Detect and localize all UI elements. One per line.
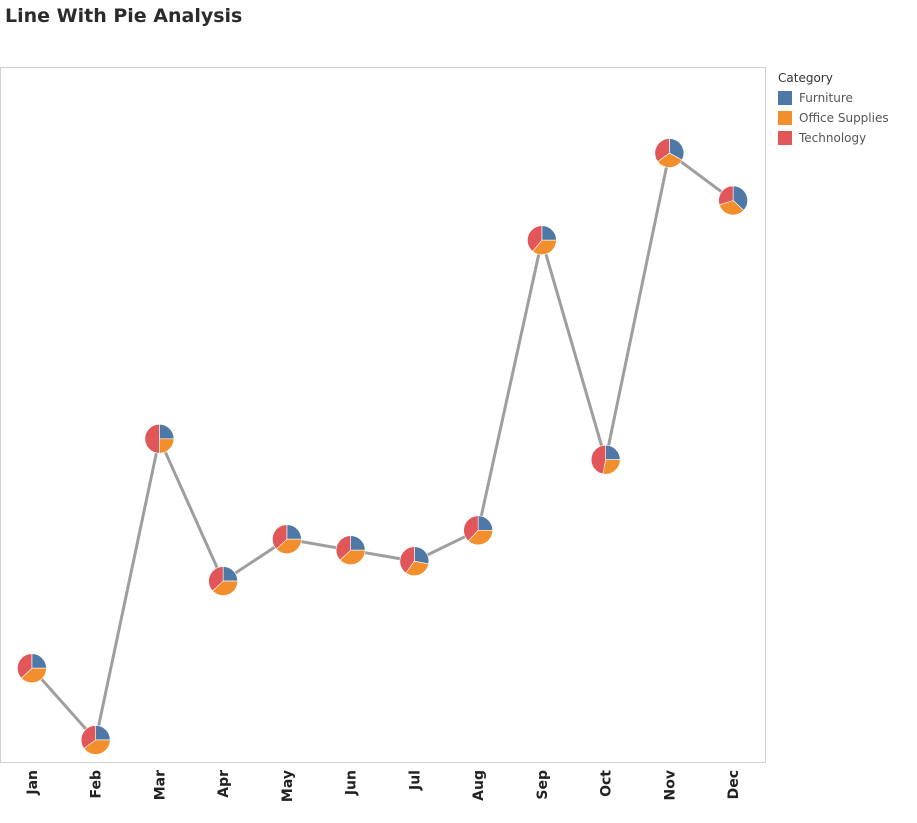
legend-label-technology: Technology	[799, 131, 867, 145]
pie-slice-jun-office-supplies	[339, 549, 366, 565]
pie-slice-jun-technology	[335, 535, 351, 561]
line-segment-aug-sep	[476, 238, 544, 532]
pie-marker-nov[interactable]	[654, 138, 685, 168]
pie-marker-jul[interactable]	[399, 546, 430, 577]
pie-slice-mar-technology	[144, 423, 160, 454]
pie-slice-nov-office-supplies	[657, 152, 683, 168]
x-tick-label-jan: Jan	[25, 770, 41, 796]
x-tick-label-sep: Sep	[535, 770, 551, 800]
pie-marker-sep[interactable]	[527, 225, 557, 255]
line-segment-mar-apr	[157, 437, 225, 583]
pie-slice-jul-technology	[399, 546, 415, 574]
pie-marker-jun[interactable]	[335, 535, 366, 565]
pie-slice-aug-office-supplies	[467, 530, 493, 546]
pie-marker-oct[interactable]	[590, 444, 621, 475]
line-segment-sep-oct	[540, 238, 608, 462]
legend-item-technology[interactable]: Technology	[778, 128, 889, 148]
x-axis: Jan Feb Mar Apr May Jun Jul Aug Sep Oct Nov Dec	[25, 770, 742, 802]
pie-slice-dec-technology	[718, 185, 734, 206]
pie-slice-dec-furniture	[732, 185, 748, 211]
pie-slice-feb-technology	[80, 725, 96, 749]
pie-slice-feb-office-supplies	[83, 739, 111, 755]
pie-marker-feb[interactable]	[80, 725, 111, 755]
pie-marker-dec[interactable]	[718, 185, 748, 216]
pie-slice-oct-office-supplies	[602, 459, 621, 475]
pie-marker-aug[interactable]	[463, 515, 493, 546]
pie-slice-nov-technology	[654, 138, 670, 162]
pie-marker-jan[interactable]	[17, 653, 47, 684]
legend-item-office-supplies[interactable]: Office Supplies	[778, 108, 889, 128]
pie-marker-may[interactable]	[272, 524, 302, 554]
x-tick-label-apr: Apr	[216, 770, 232, 798]
pie-marker-mar[interactable]	[144, 423, 175, 454]
pie-slice-apr-technology	[208, 566, 224, 592]
pie-slice-jul-office-supplies	[405, 560, 429, 577]
x-tick-label-jun: Jun	[344, 770, 360, 796]
pie-slice-nov-furniture	[669, 138, 685, 161]
x-tick-label-nov: Nov	[662, 770, 678, 800]
x-tick-label-mar: Mar	[152, 770, 168, 800]
pie-slice-jan-office-supplies	[20, 667, 47, 684]
pie-slice-sep-office-supplies	[532, 239, 557, 255]
line-segment-oct-nov	[604, 151, 671, 462]
legend-label-office-supplies: Office Supplies	[799, 111, 889, 125]
pie-slice-apr-office-supplies	[212, 580, 238, 596]
pie-slice-may-office-supplies	[275, 538, 302, 554]
legend-label-furniture: Furniture	[799, 91, 853, 105]
legend-item-furniture[interactable]: Furniture	[778, 88, 889, 108]
pie-slice-aug-technology	[463, 515, 479, 542]
x-tick-label-aug: Aug	[471, 770, 487, 801]
pie-slice-jan-technology	[17, 653, 33, 679]
x-tick-label-oct: Oct	[599, 770, 615, 797]
legend-title: Category	[778, 71, 833, 85]
x-tick-label-feb: Feb	[89, 770, 105, 799]
line-segment-feb-mar	[94, 437, 161, 742]
pie-slice-oct-technology	[590, 444, 606, 475]
x-tick-label-dec: Dec	[726, 770, 742, 799]
legend: Category Furniture Office Supplies Techn…	[778, 71, 889, 148]
x-tick-label-may: May	[280, 770, 296, 802]
pie-slice-may-technology	[272, 524, 288, 550]
pie-slice-dec-office-supplies	[718, 200, 745, 216]
legend-swatch-technology	[778, 131, 792, 145]
plot-area	[0, 67, 766, 763]
x-tick-label-jul: Jul	[407, 770, 423, 791]
legend-swatch-furniture	[778, 91, 792, 105]
legend-swatch-office-supplies	[778, 111, 792, 125]
pie-slice-sep-technology	[527, 225, 543, 252]
pie-slice-jul-furniture	[414, 546, 430, 565]
chart-title: Line With Pie Analysis	[5, 5, 243, 27]
line-segment-jan-feb	[30, 666, 98, 742]
pie-markers-layer	[17, 138, 748, 755]
pie-marker-apr[interactable]	[208, 566, 238, 596]
